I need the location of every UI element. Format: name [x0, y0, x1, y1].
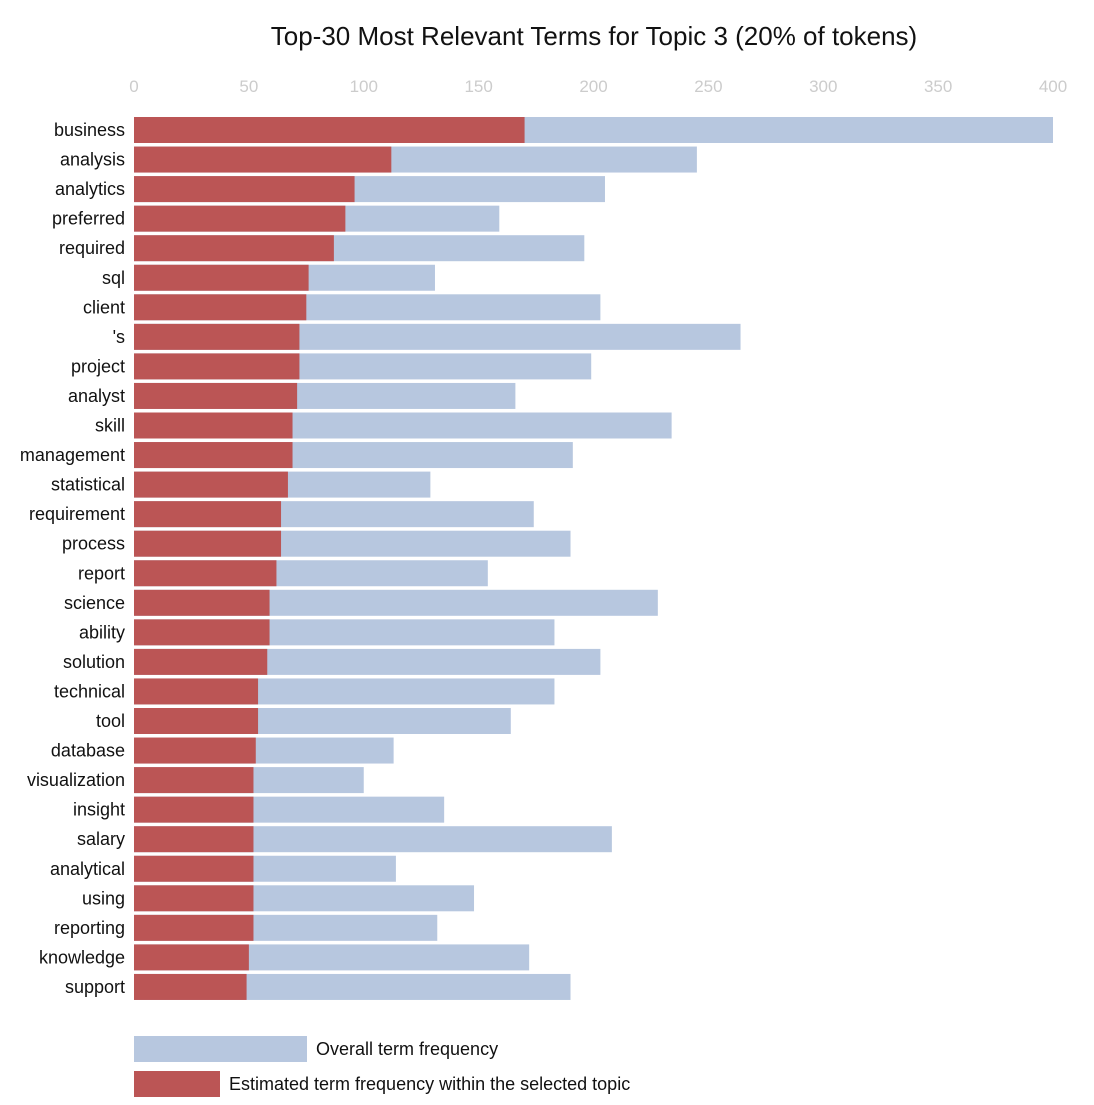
term-label[interactable]: solution	[63, 652, 125, 672]
topic-frequency-bar[interactable]	[134, 737, 256, 764]
term-label[interactable]: 's	[113, 327, 125, 347]
topic-frequency-bar[interactable]	[134, 589, 270, 616]
topic-frequency-bar[interactable]	[134, 471, 288, 498]
term-label[interactable]: business	[54, 120, 125, 140]
term-label[interactable]: reporting	[54, 918, 125, 938]
topic-frequency-bar[interactable]	[134, 205, 346, 232]
term-label[interactable]: analytical	[50, 859, 125, 879]
topic-frequency-bar[interactable]	[134, 294, 307, 321]
term-label[interactable]: client	[83, 297, 125, 317]
term-label[interactable]: using	[82, 888, 125, 908]
x-tick-label: 400	[1039, 77, 1067, 96]
legend-swatch	[134, 1036, 307, 1062]
x-tick-label: 50	[239, 77, 258, 96]
topic-frequency-bar[interactable]	[134, 944, 249, 971]
topic-frequency-bar[interactable]	[134, 678, 259, 705]
topic-frequency-bar[interactable]	[134, 442, 293, 469]
topic-frequency-bar[interactable]	[134, 796, 254, 823]
topic-frequency-bar[interactable]	[134, 530, 282, 557]
topic-frequency-bar[interactable]	[134, 146, 392, 173]
topic-frequency-bar[interactable]	[134, 826, 254, 853]
term-label[interactable]: technical	[54, 681, 125, 701]
x-axis-ticks: 0 50 100 150 200 250 300 350 400	[129, 77, 1067, 96]
term-label[interactable]: report	[78, 563, 125, 583]
legend-swatch	[134, 1071, 220, 1097]
bar-series	[134, 117, 1053, 1000]
term-label[interactable]: visualization	[27, 770, 125, 790]
term-label[interactable]: salary	[77, 829, 125, 849]
topic-frequency-bar[interactable]	[134, 560, 277, 587]
chart-title: Top-30 Most Relevant Terms for Topic 3 (…	[271, 21, 917, 51]
topic-frequency-bar[interactable]	[134, 412, 293, 439]
term-label[interactable]: science	[64, 593, 125, 613]
topic-frequency-bar[interactable]	[134, 648, 268, 675]
x-tick-label: 200	[579, 77, 607, 96]
term-label[interactable]: preferred	[52, 209, 125, 229]
term-label[interactable]: skill	[95, 416, 125, 436]
term-label[interactable]: analysis	[60, 150, 125, 170]
topic-frequency-bar[interactable]	[134, 767, 254, 794]
term-label[interactable]: tool	[96, 711, 125, 731]
x-tick-label: 150	[464, 77, 492, 96]
topic-frequency-bar[interactable]	[134, 353, 300, 380]
topic-frequency-bar[interactable]	[134, 264, 309, 291]
x-tick-label: 250	[694, 77, 722, 96]
x-tick-label: 100	[350, 77, 378, 96]
legend-label: Overall term frequency	[316, 1039, 498, 1059]
term-label[interactable]: knowledge	[39, 947, 125, 967]
term-label[interactable]: support	[65, 977, 125, 997]
topic-frequency-bar[interactable]	[134, 501, 282, 528]
term-label[interactable]: process	[62, 534, 125, 554]
term-label[interactable]: project	[71, 356, 125, 376]
term-label[interactable]: sql	[102, 268, 125, 288]
topic-frequency-bar[interactable]	[134, 382, 298, 409]
topic-frequency-bar[interactable]	[134, 176, 355, 203]
topic-frequency-bar[interactable]	[134, 914, 254, 941]
legend-label: Estimated term frequency within the sele…	[229, 1074, 630, 1094]
term-label[interactable]: management	[20, 445, 125, 465]
x-tick-label: 350	[924, 77, 952, 96]
term-label[interactable]: analytics	[55, 179, 125, 199]
term-label[interactable]: required	[59, 238, 125, 258]
x-tick-label: 0	[129, 77, 138, 96]
topic-frequency-bar[interactable]	[134, 235, 334, 262]
topic-frequency-bar[interactable]	[134, 323, 300, 350]
term-labels: business analysis analytics preferred requir…	[20, 120, 125, 997]
x-tick-label: 300	[809, 77, 837, 96]
term-label[interactable]: ability	[79, 622, 125, 642]
term-label[interactable]: analyst	[68, 386, 125, 406]
legend: Overall term frequency Estimated term fre…	[134, 1036, 630, 1097]
topic-frequency-bar[interactable]	[134, 117, 525, 143]
term-label[interactable]: insight	[73, 800, 125, 820]
topic-frequency-bar[interactable]	[134, 855, 254, 882]
term-label[interactable]: database	[51, 741, 125, 761]
topic-frequency-bar[interactable]	[134, 973, 247, 1000]
topic-frequency-bar[interactable]	[134, 708, 259, 734]
term-label[interactable]: requirement	[29, 504, 125, 524]
topic-frequency-bar[interactable]	[134, 885, 254, 912]
term-label[interactable]: statistical	[51, 475, 125, 495]
topic-frequency-bar[interactable]	[134, 619, 270, 646]
